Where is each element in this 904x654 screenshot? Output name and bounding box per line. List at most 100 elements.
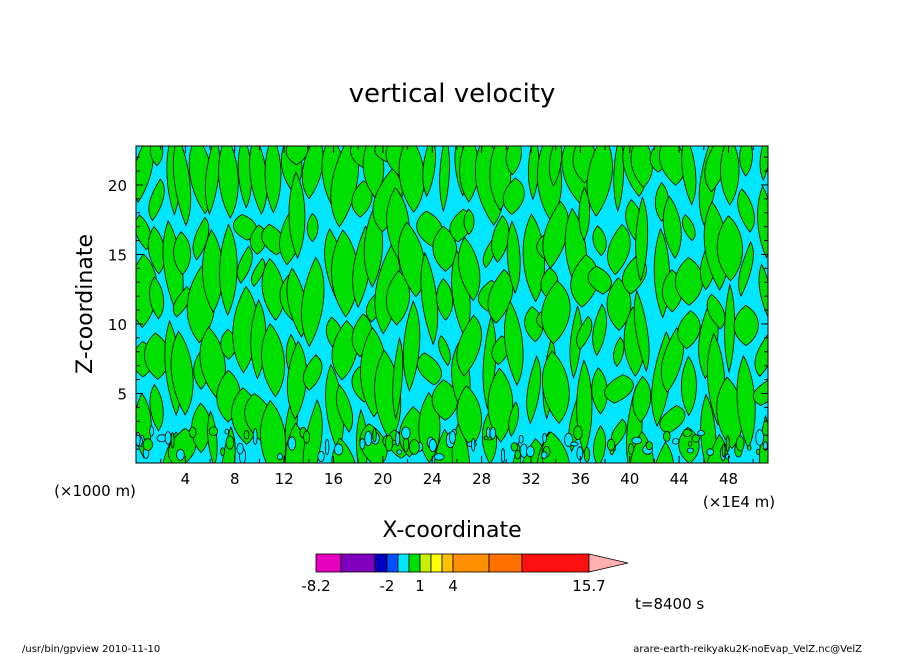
surface-cell xyxy=(576,446,584,461)
surface-cell xyxy=(735,435,745,452)
surface-cell xyxy=(706,448,714,456)
colorbar-bin xyxy=(441,553,454,573)
surface-cell xyxy=(573,425,583,440)
contour-blob xyxy=(192,216,210,261)
surface-cell xyxy=(303,430,311,444)
surface-cell xyxy=(510,442,519,452)
contour-blob xyxy=(737,188,755,233)
chart-title: vertical velocity xyxy=(349,79,556,109)
contour-blob xyxy=(502,177,525,215)
surface-cell xyxy=(277,452,283,461)
surface-cell xyxy=(225,435,235,450)
surface-cell xyxy=(317,450,325,462)
contour-blob xyxy=(331,229,359,318)
x-unit-right: (×1E4 m) xyxy=(703,493,775,511)
surface-cell xyxy=(149,425,154,437)
surface-cell xyxy=(142,438,154,451)
surface-cell xyxy=(662,430,671,442)
contour-blob xyxy=(541,280,571,345)
colorbar-extension-arrow xyxy=(588,553,629,573)
surface-cell xyxy=(359,438,366,450)
colorbar-bin xyxy=(386,553,399,573)
contour-blob xyxy=(439,146,450,213)
contour-blob xyxy=(218,146,239,219)
contour-blob xyxy=(505,146,522,176)
contour-blob xyxy=(172,146,192,227)
surface-cell xyxy=(448,430,456,444)
surface-cell xyxy=(518,434,524,444)
surface-cell xyxy=(188,426,197,438)
surface-cell xyxy=(164,431,172,445)
contour-blob xyxy=(739,146,753,177)
contour-blob xyxy=(149,276,165,320)
contour-blob xyxy=(508,401,519,438)
contour-blob xyxy=(655,441,674,463)
contour-blob xyxy=(586,146,613,217)
y-tick-label: 10 xyxy=(108,316,127,334)
surface-cell xyxy=(236,443,244,455)
surface-cell xyxy=(396,449,402,455)
contour-blob xyxy=(659,146,686,186)
surface-cell xyxy=(208,426,218,437)
time-label: t=8400 s xyxy=(635,595,704,613)
contour-blob xyxy=(285,146,309,166)
contour-blob xyxy=(733,304,759,347)
colorbar-bin xyxy=(340,553,376,573)
colorbar-label: -2 xyxy=(380,577,395,595)
contour-blob xyxy=(233,214,257,241)
contour-blob xyxy=(587,265,612,295)
x-unit-left: (×1000 m) xyxy=(54,482,136,500)
surface-cell xyxy=(721,443,726,458)
surface-cell xyxy=(725,435,730,452)
contour-blob xyxy=(716,215,743,282)
surface-cell xyxy=(220,447,226,457)
contour-blob xyxy=(261,223,285,256)
plot-area xyxy=(136,146,768,463)
surface-cell xyxy=(672,438,680,445)
colorbar xyxy=(315,553,629,573)
contour-blob xyxy=(436,278,453,321)
x-tick-label: 20 xyxy=(373,470,392,488)
x-tick-label: 36 xyxy=(571,470,590,488)
contour-blob xyxy=(527,146,540,201)
surface-cell xyxy=(243,430,250,440)
contour-blob xyxy=(591,367,608,415)
contour-blob xyxy=(456,314,482,377)
surface-cell xyxy=(627,443,634,455)
plot-frame xyxy=(135,145,769,464)
colorbar-bin xyxy=(419,553,432,573)
surface-cell xyxy=(170,432,175,449)
contour-blob xyxy=(752,379,768,406)
colorbar-labels: -8.2 -2 1 4 15.7 xyxy=(301,577,605,595)
contour-blob xyxy=(757,185,768,259)
colorbar-bin xyxy=(315,553,342,573)
surface-cell xyxy=(542,432,547,444)
contour-blob xyxy=(149,146,164,167)
contour-blob xyxy=(149,383,164,432)
surface-cell xyxy=(176,448,185,461)
contour-blob xyxy=(260,399,287,463)
surface-cell xyxy=(428,438,437,452)
colorbar-label: 1 xyxy=(415,577,425,595)
contour-blob xyxy=(249,146,268,215)
contour-blob xyxy=(207,410,218,463)
surface-cell xyxy=(252,428,258,445)
contour-blob xyxy=(302,399,323,463)
x-tick-label: 4 xyxy=(181,470,191,488)
contour-blob xyxy=(548,146,563,187)
surface-cell xyxy=(287,436,297,451)
contour-blob xyxy=(682,214,696,242)
contour-blob xyxy=(700,393,717,463)
footer-right: arare-earth-reikyaku2K-noEvap_VelZ.nc@Ve… xyxy=(633,644,862,654)
contour-blob xyxy=(136,253,158,329)
surface-cell xyxy=(606,438,616,451)
contour-blob xyxy=(613,336,625,368)
contour-field xyxy=(136,146,768,463)
contour-blob xyxy=(420,251,439,346)
contour-blob xyxy=(148,178,165,222)
y-tick-label: 5 xyxy=(117,385,127,403)
contour-blob xyxy=(592,225,607,257)
x-tick-label: 44 xyxy=(670,470,689,488)
surface-cell xyxy=(570,441,579,447)
